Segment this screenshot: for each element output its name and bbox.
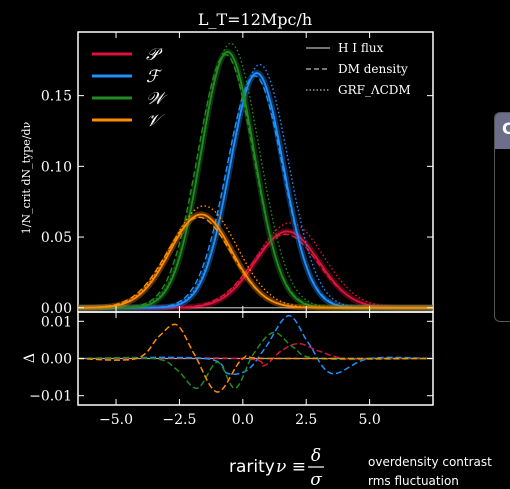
legend-W-label: 𝒲 (146, 89, 168, 109)
legend-V-label: 𝒱 (146, 111, 166, 131)
series-P-dashed-line (78, 233, 433, 309)
top-ytick-label: 0.05 (41, 230, 72, 246)
bottom-ytick-label: −0.01 (29, 389, 72, 405)
top-ytick-label: 0.15 (41, 89, 72, 105)
series-V-dashed-line (78, 216, 433, 309)
series-P-band-line (78, 228, 433, 311)
top-ytick-label: 0.10 (41, 159, 72, 175)
side-note-overdensity: overdensity contrast (368, 455, 492, 469)
series-F-band-line (78, 70, 433, 311)
legend-F-label: ℱ (146, 67, 163, 87)
residual-P-line (77, 342, 433, 367)
side-panel: C (494, 112, 510, 322)
top-ytick-label: 0.00 (41, 301, 72, 317)
side-panel-header: C (495, 113, 510, 149)
bottom-xtick-label: 2.5 (295, 412, 317, 428)
x-axis-label-sigma: σ (310, 470, 322, 489)
bottom-xtick-label: −5.0 (99, 412, 133, 428)
residual-V-line (77, 323, 433, 393)
y-axis-label-bottom: Δ (22, 353, 38, 363)
residual-F-line (77, 314, 434, 375)
bottom-ytick-label: 0.01 (41, 314, 72, 330)
x-axis-label-delta: δ (311, 446, 321, 466)
y-axis-label-top: 1/N_crit dN_type/dν (20, 121, 33, 234)
series-P-dotted-line (78, 222, 433, 309)
legend-P-label: 𝒫 (146, 45, 163, 65)
side-panel-letter: C (502, 119, 510, 138)
bottom-plot-area (77, 314, 434, 393)
series-F-solid-line (78, 72, 433, 309)
top-plot-area (78, 42, 433, 311)
series-F-dashed-line (78, 75, 433, 309)
bottom-xtick-label: −2.5 (162, 412, 196, 428)
bottom-ytick-label: 0.00 (41, 352, 72, 368)
series-F-dotted-line (78, 63, 433, 309)
axis-ticks: 0.000.050.100.15−0.010.000.01−5.0 −2.5 0.0… (29, 32, 433, 428)
legend-style-solid-label: H I flux (338, 41, 384, 55)
series-P-solid-line (78, 230, 433, 309)
x-axis-label-nu: ν ≡ (276, 457, 306, 477)
bottom-xtick-label: 0.0 (232, 412, 254, 428)
legend-styles: H I flux DM density GRF_ΛCDM (306, 41, 411, 97)
chart-title: L_T=12Mpc/h (198, 10, 312, 29)
legend-style-dashed-label: DM density (338, 62, 408, 76)
residual-W-line (77, 331, 434, 390)
bottom-xtick-label: 5.0 (358, 412, 380, 428)
side-note-rms: rms fluctuation (368, 474, 459, 488)
x-axis-label-prefix: rarity (229, 457, 275, 477)
legend-style-dotted-label: GRF_ΛCDM (338, 83, 411, 97)
